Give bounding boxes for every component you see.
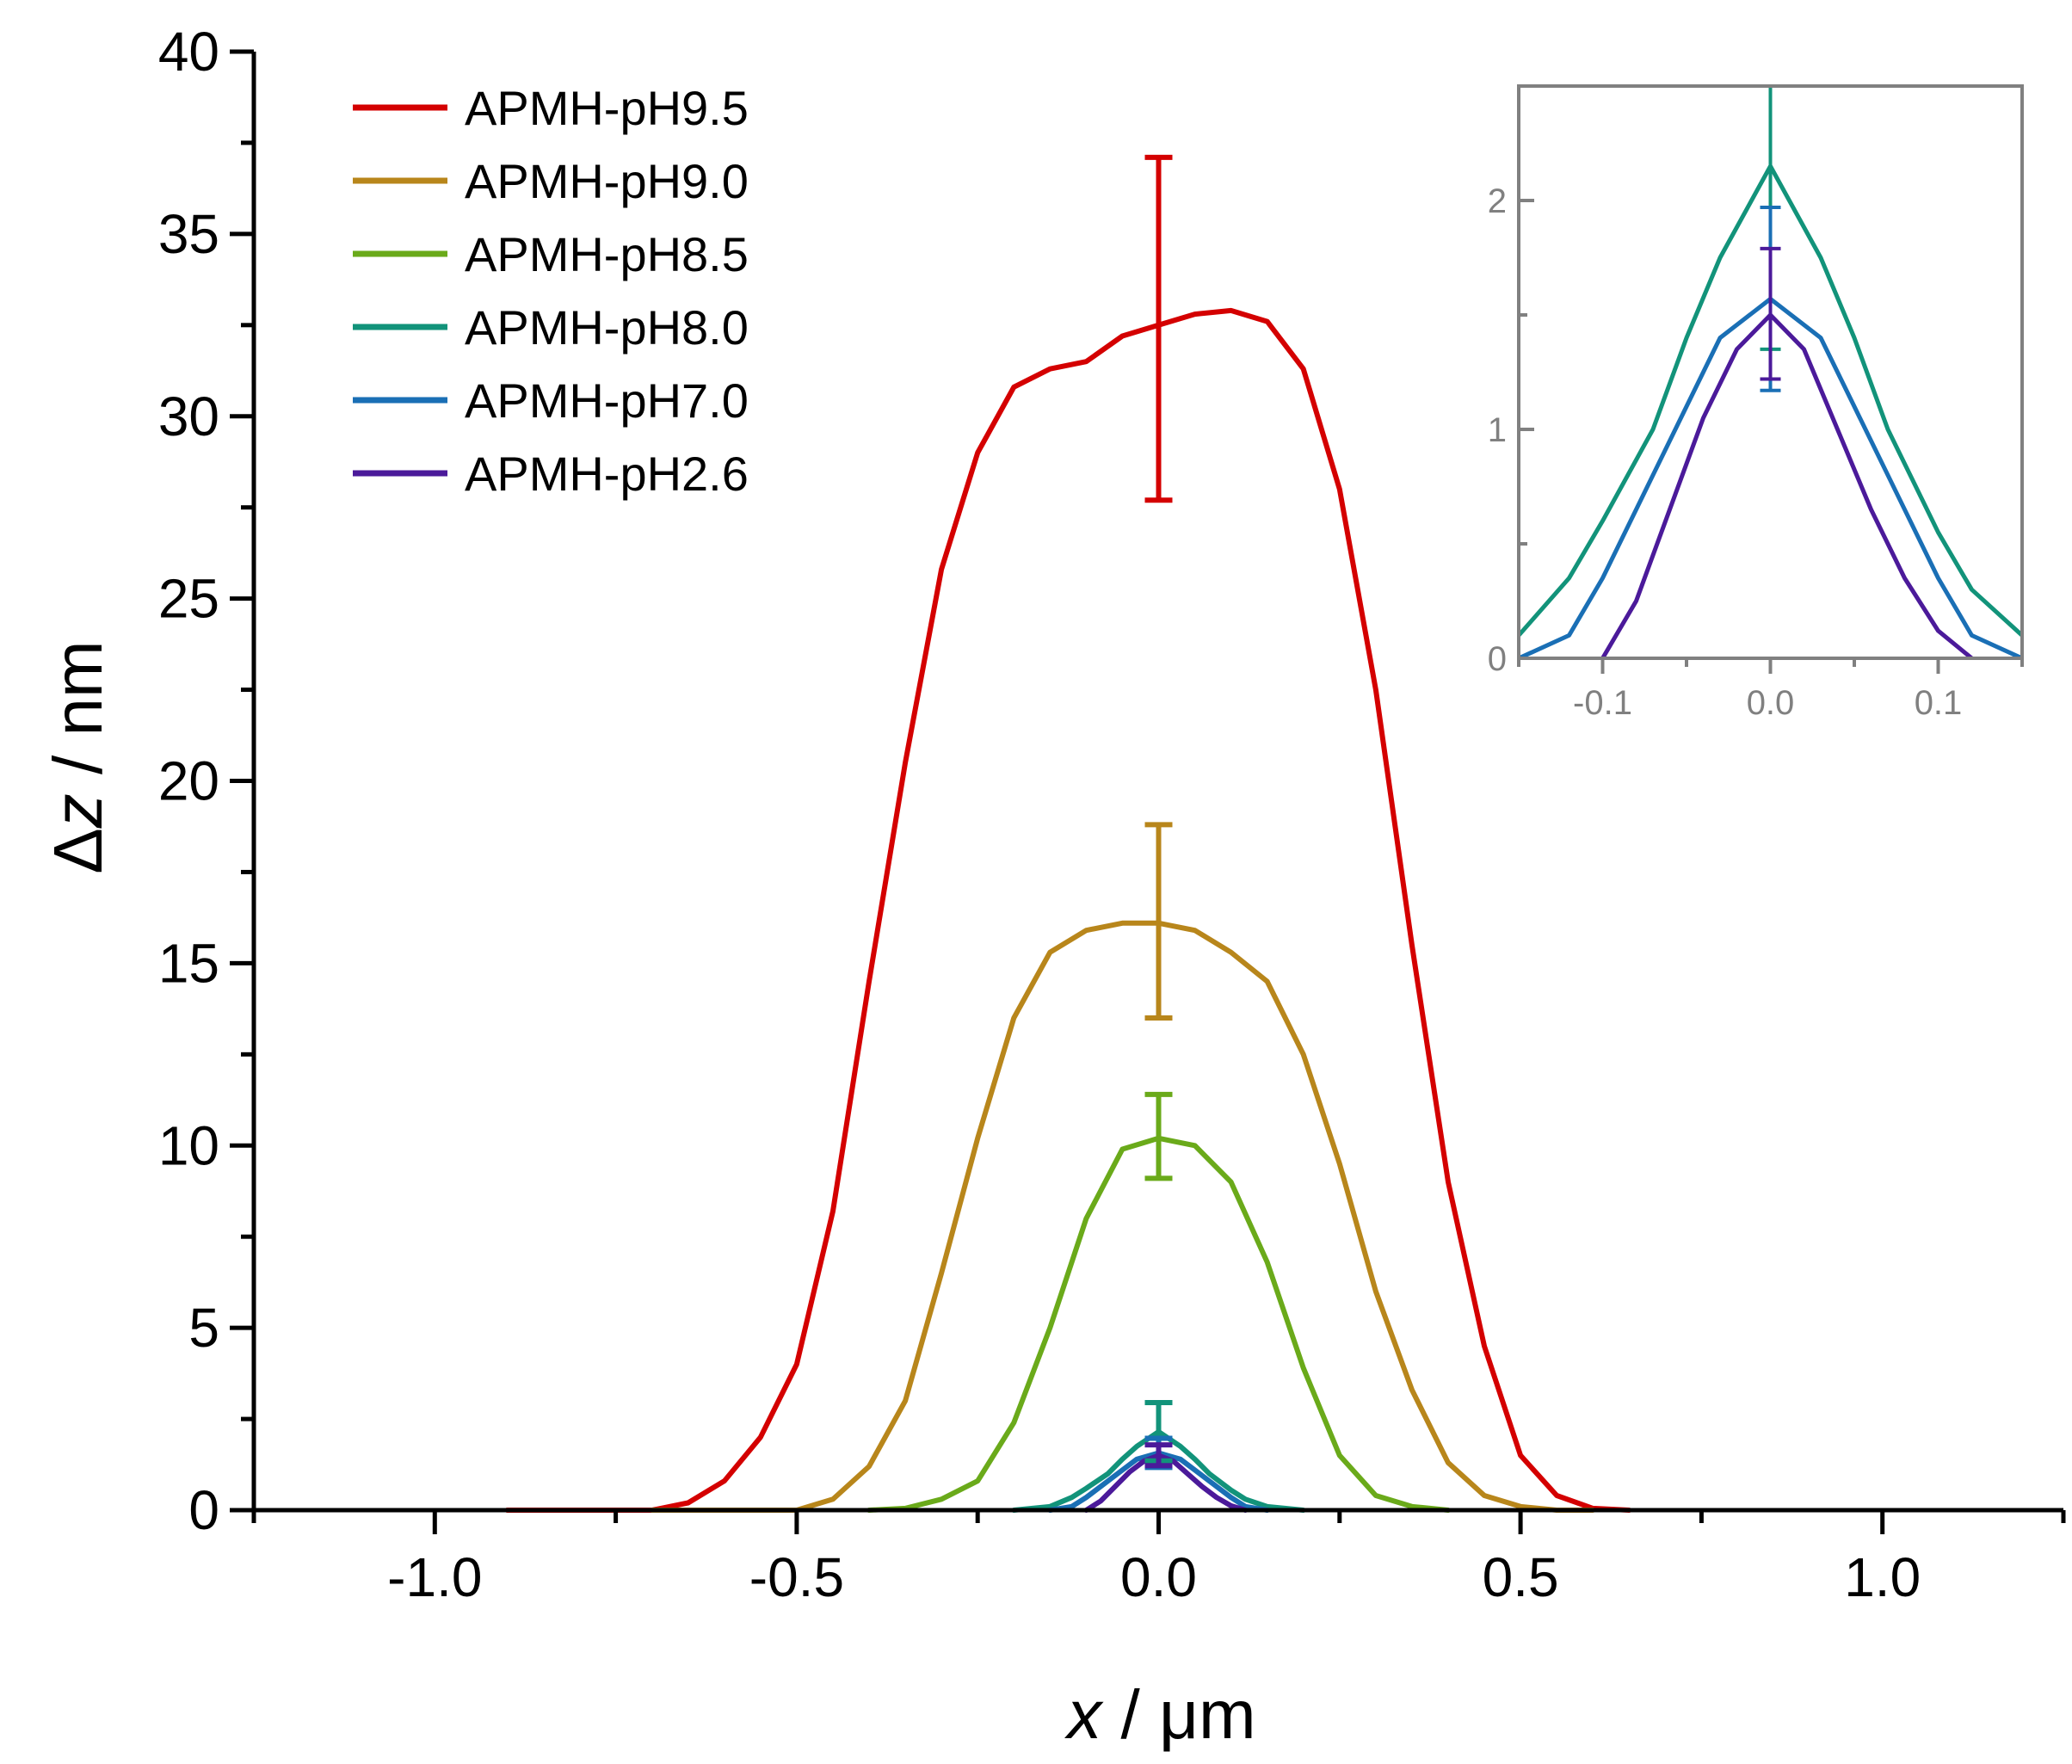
y-tick-label: 20 [158,750,219,812]
inset-y-tick-label: 2 [1488,182,1507,220]
y-tick-label: 40 [158,21,219,83]
y-tick-label: 25 [158,568,219,630]
x-tick-label: 0.5 [1483,1546,1559,1608]
inset-series-group [1519,86,2022,658]
y-tick-label: 10 [158,1114,219,1176]
legend-label: APMH-pH8.5 [465,227,749,281]
series-line-apmh-ph2-6 [1083,1453,1249,1513]
inset-x-tick-label: 0.1 [1915,684,1963,722]
x-tick-label: -0.5 [749,1546,844,1608]
legend-entry-apmh-ph9-5: APMH-pH9.5 [353,81,749,135]
axis-titles: x / μm Δz / nm [40,640,1256,1753]
legend: APMH-pH9.5 APMH-pH9.0 APMH-pH8.5 APMH-pH8.0… [353,81,749,501]
error-bar-apmh-ph9-0 [1144,822,1173,1021]
x-tick-label: -1.0 [387,1546,482,1608]
legend-entry-apmh-ph2-6: APMH-pH2.6 [353,447,749,501]
inset-series-line-apmh-ph8-0 [1519,163,2022,638]
y-axis-title: Δz / nm [40,640,116,873]
error-bar-apmh-ph9-5 [1144,154,1173,503]
legend-label: APMH-pH2.6 [465,447,749,501]
legend-label: APMH-pH7.0 [465,373,749,428]
error-bar-apmh-ph8-5 [1144,1091,1173,1181]
legend-entry-apmh-ph8-5: APMH-pH8.5 [353,227,749,281]
legend-entry-apmh-ph7-0: APMH-pH7.0 [353,373,749,428]
inset-plot: 0 1 2 -0.1 0.0 0.1 [1488,84,2024,722]
y-tick-label: 35 [158,203,219,265]
legend-label: APMH-pH9.0 [465,154,749,208]
legend-label: APMH-pH9.5 [465,81,749,135]
legend-entry-apmh-ph9-0: APMH-pH9.0 [353,154,749,208]
x-tick-label: 1.0 [1844,1546,1921,1608]
x-axis-title: x / μm [1064,1676,1255,1753]
inset-series-line-apmh-ph2-6 [1600,312,1974,658]
x-tick-label: 0.0 [1120,1546,1197,1608]
inset-y-tick-label: 1 [1488,411,1507,449]
y-tick-label: 15 [158,932,219,994]
inset-x-tick-label: 0.0 [1747,684,1795,722]
legend-entry-apmh-ph8-0: APMH-pH8.0 [353,300,749,355]
series-line-apmh-ph9-0 [649,920,1596,1513]
legend-label: APMH-pH8.0 [465,300,749,355]
error-bar-apmh-ph2-6 [1144,1442,1173,1469]
y-tick-label: 0 [188,1479,219,1541]
inset-y-tick-label: 0 [1488,640,1507,678]
series-line-apmh-ph9-5 [504,307,1632,1513]
inset-x-tick-label: -0.1 [1573,684,1632,722]
y-tick-label: 5 [188,1297,219,1359]
y-tick-label: 30 [158,385,219,447]
